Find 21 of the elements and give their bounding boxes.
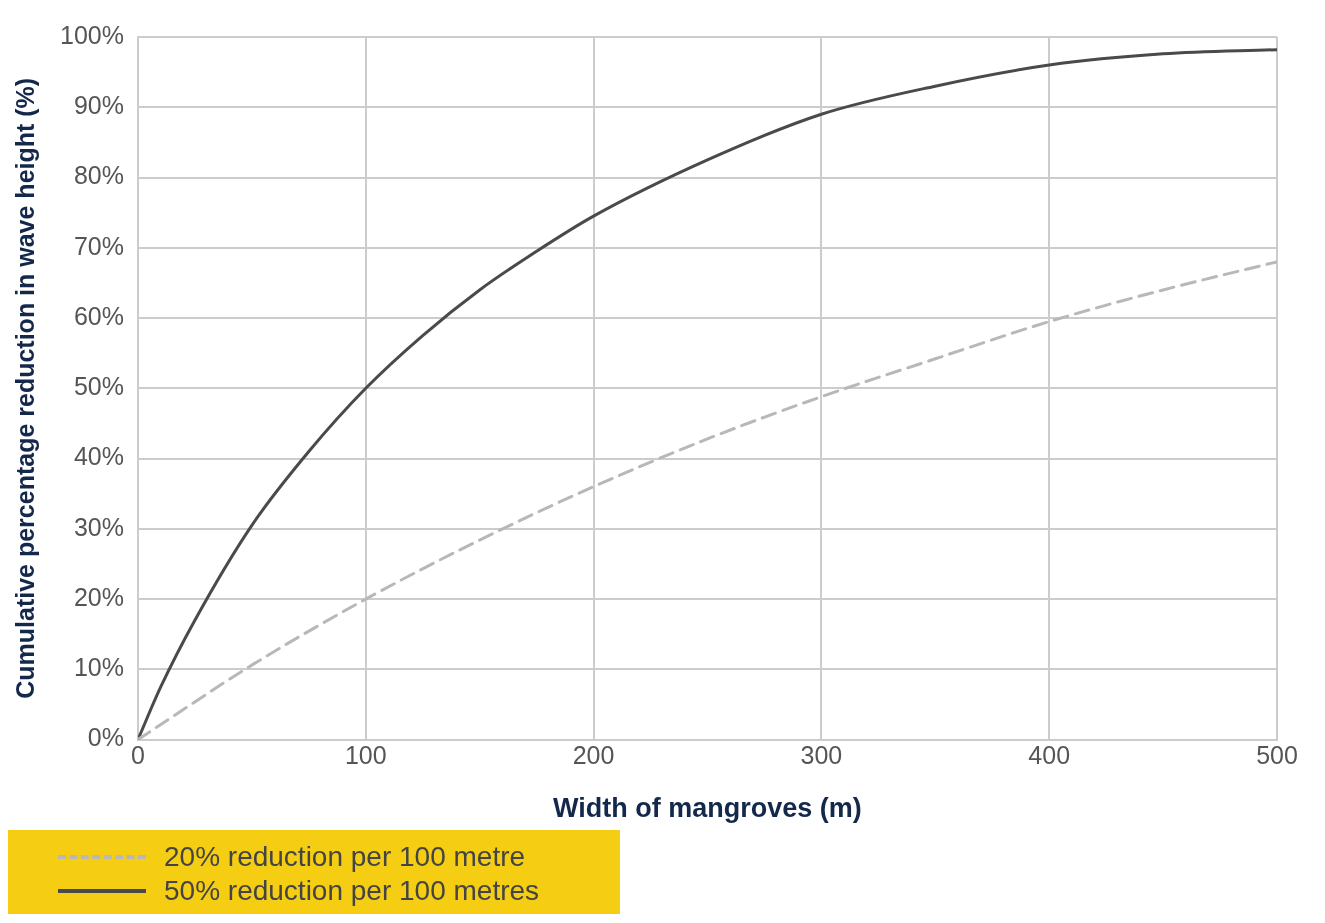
y-tick-label: 0% xyxy=(87,723,124,752)
y-tick-label: 90% xyxy=(73,91,124,120)
x-tick-label: 200 xyxy=(572,741,615,770)
x-tick-label: 500 xyxy=(1256,741,1298,770)
y-tick-label: 80% xyxy=(73,161,124,190)
y-tick-label: 40% xyxy=(73,442,124,471)
y-tick-label: 30% xyxy=(73,512,124,541)
y-tick-label: 60% xyxy=(73,301,124,330)
y-tick-label: 100% xyxy=(59,20,124,49)
y-tick-label: 50% xyxy=(73,372,124,401)
x-axis-title: Width of mangroves (m) xyxy=(553,793,862,824)
y-axis-title: Cumulative percentage reduction in wave height (%) xyxy=(10,77,39,699)
x-tick-label: 100 xyxy=(344,741,387,770)
y-tick-label: 70% xyxy=(73,231,124,260)
x-tick-label: 300 xyxy=(800,741,843,770)
x-tick-label: 400 xyxy=(1028,741,1071,770)
y-tick-label: 20% xyxy=(73,582,124,611)
x-tick-label: 0 xyxy=(130,741,145,770)
legend-label: 50% reduction per 100 metres xyxy=(164,875,540,907)
legend-label: 20% reduction per 100 metre xyxy=(164,841,526,873)
y-tick-label: 10% xyxy=(73,653,124,682)
